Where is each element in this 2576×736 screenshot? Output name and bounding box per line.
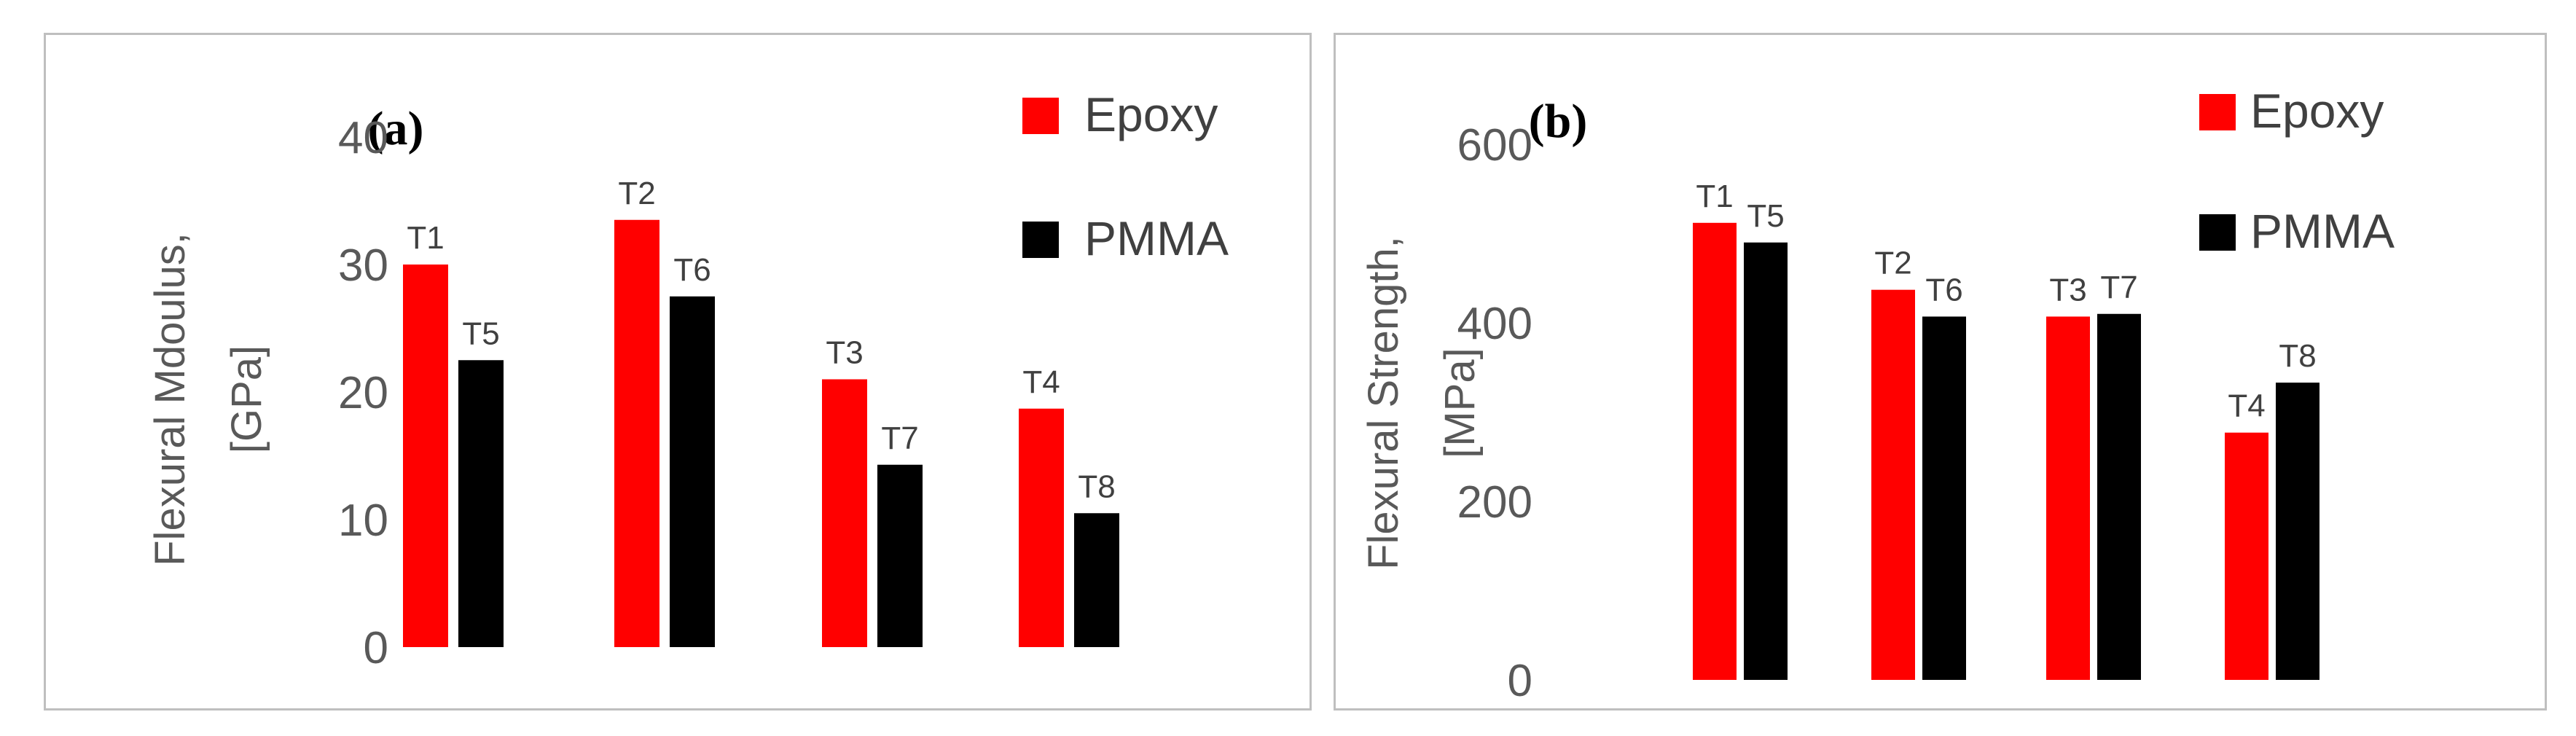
- y-tick-label: 200: [1457, 477, 1532, 528]
- panel-label: (a): [368, 102, 424, 155]
- y-tick-label: 10: [338, 496, 388, 546]
- bar-t1: [403, 265, 448, 647]
- bar-label-t1: T1: [407, 220, 444, 256]
- y-tick-label: 400: [1457, 299, 1532, 349]
- y-axis-title-line2: [GPa]: [223, 345, 270, 453]
- legend-swatch-epoxy: [2199, 94, 2236, 130]
- legend-label-pmma: PMMA: [2250, 204, 2395, 258]
- legend-label-epoxy: Epoxy: [2250, 84, 2384, 138]
- bar-label-t4: T4: [1022, 364, 1060, 400]
- chart-panel-b: (b) 0 200 400 600 Flexural Strength, [MPa] T1 T5…: [1334, 33, 2547, 710]
- bar-label-t6: T6: [1925, 272, 1962, 308]
- bar-label-t2: T2: [618, 176, 655, 211]
- flexural-strength-chart: (b) 0 200 400 600 Flexural Strength, [MPa] T1 T5…: [1360, 84, 2395, 706]
- y-tick-label: 0: [1508, 656, 1532, 706]
- bar-t6: [1922, 316, 1966, 680]
- bar-label-t7: T7: [881, 420, 918, 456]
- bar-t2: [1871, 289, 1915, 680]
- bar-label-t1: T1: [1696, 179, 1733, 214]
- bar-t1: [1693, 222, 1737, 680]
- bar-label-t6: T6: [673, 252, 710, 288]
- bar-t7: [2097, 313, 2141, 680]
- bar-t3: [822, 379, 867, 647]
- panel-label: (b): [1529, 95, 1588, 148]
- bar-t4: [2225, 432, 2268, 680]
- legend-swatch-pmma: [2199, 214, 2236, 251]
- bar-label-t5: T5: [1747, 198, 1784, 234]
- bar-t8: [1074, 513, 1119, 647]
- y-tick-label: 0: [364, 623, 388, 673]
- bar-t6: [670, 296, 715, 647]
- y-axis-title-line1: Flexural Strength,: [1360, 236, 1407, 570]
- bar-t3: [2046, 316, 2090, 680]
- legend-label-pmma: PMMA: [1084, 211, 1229, 265]
- bar-t5: [458, 360, 504, 647]
- bar-label-t7: T7: [2100, 270, 2137, 305]
- y-axis-title-line1: Flexural Mdoulus,: [146, 232, 194, 566]
- y-tick-label: 40: [338, 113, 388, 163]
- legend-swatch-epoxy: [1022, 98, 1059, 134]
- flexural-modulus-chart: (a) 0 10 20 30 40 Flexural Mdoulus, [GPa] T1 T5 T2…: [146, 87, 1229, 673]
- legend-label-epoxy: Epoxy: [1084, 87, 1218, 141]
- legend-swatch-pmma: [1022, 222, 1059, 258]
- y-tick-label: 30: [338, 240, 388, 291]
- bar-label-t8: T8: [1078, 469, 1115, 504]
- bar-t5: [1744, 242, 1788, 680]
- bar-label-t8: T8: [2279, 338, 2316, 374]
- bar-label-t4: T4: [2228, 388, 2265, 424]
- bar-t4: [1019, 408, 1064, 647]
- bar-t2: [614, 219, 659, 647]
- bar-label-t3: T3: [826, 335, 863, 371]
- bar-label-t5: T5: [462, 316, 499, 351]
- y-axis-title-line2: [MPa]: [1436, 348, 1484, 458]
- bar-t7: [877, 464, 923, 647]
- y-tick-label: 600: [1457, 120, 1532, 171]
- y-tick-label: 20: [338, 368, 388, 418]
- bar-label-t2: T2: [1874, 246, 1911, 281]
- bar-t8: [2276, 383, 2319, 680]
- chart-panel-a: (a) 0 10 20 30 40 Flexural Mdoulus, [GPa] T1 T5 T2…: [44, 33, 1312, 710]
- bar-label-t3: T3: [2049, 272, 2086, 308]
